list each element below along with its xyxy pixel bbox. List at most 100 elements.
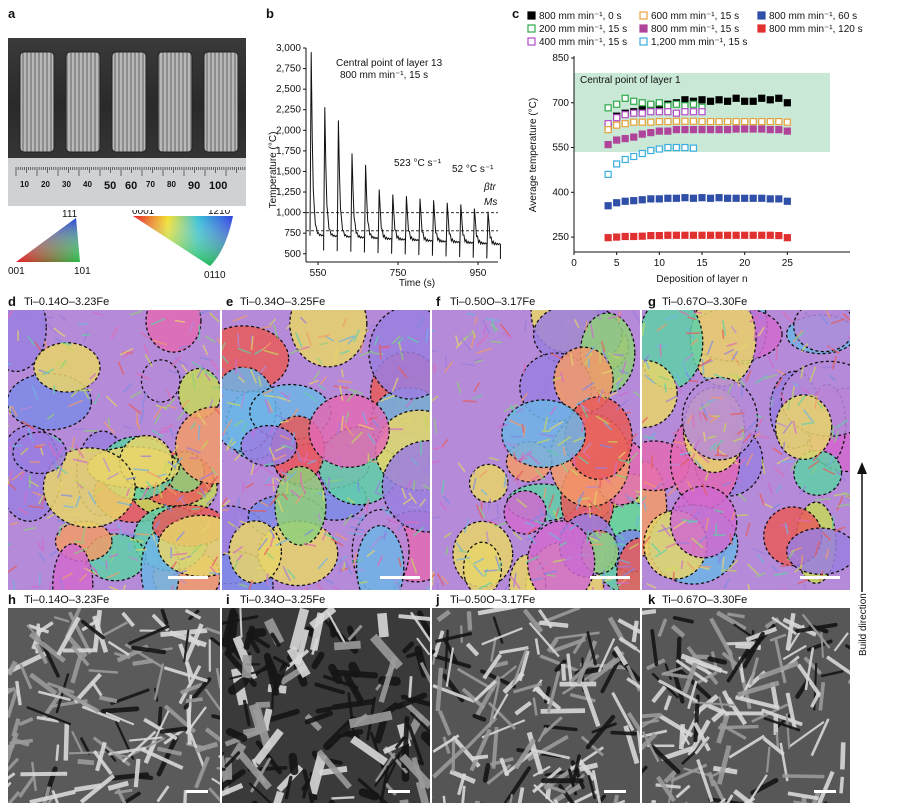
alpha-lath xyxy=(87,491,97,505)
martensite-lath xyxy=(585,714,616,750)
c-legend-label: 200 mm min⁻¹, 15 s xyxy=(539,24,627,35)
alpha-lath xyxy=(261,325,272,330)
martensite-lath xyxy=(438,710,452,736)
martensite-lath xyxy=(532,765,551,777)
alpha-lath xyxy=(779,391,787,404)
alloy-title-d: Ti–0.14O–3.23Fe xyxy=(24,296,110,308)
martensite-lath xyxy=(663,671,693,680)
c-data-point xyxy=(783,197,791,205)
alpha-lath xyxy=(135,420,141,431)
alpha-lath xyxy=(267,400,274,413)
alpha-lath xyxy=(831,516,835,529)
c-data-point xyxy=(732,117,740,126)
alpha-lath xyxy=(575,497,583,511)
martensite-lath xyxy=(157,746,182,756)
alpha-lath xyxy=(54,446,64,462)
c-data-point xyxy=(715,194,723,202)
alpha-lath xyxy=(562,446,567,456)
prior-beta-grain xyxy=(33,342,101,393)
alpha-lath xyxy=(807,460,820,470)
alpha-lath xyxy=(312,370,321,381)
martensite-lath xyxy=(498,796,510,803)
alpha-lath xyxy=(665,565,677,572)
martensite-lath xyxy=(610,730,637,736)
martensite-lath xyxy=(660,745,694,762)
alpha-lath xyxy=(8,310,14,323)
ipf-label-0001: 0001 xyxy=(132,210,155,217)
alpha-lath xyxy=(679,451,692,456)
martensite-lath xyxy=(642,712,661,720)
b-xlabel: Time (s) xyxy=(399,278,435,289)
alpha-lath xyxy=(731,470,741,482)
c-data-point xyxy=(630,152,638,161)
alpha-lath xyxy=(457,549,469,554)
alpha-lath xyxy=(563,317,572,332)
martensite-lath xyxy=(378,655,398,703)
alpha-lath xyxy=(601,550,605,562)
alpha-lath xyxy=(460,432,464,445)
alpha-lath xyxy=(234,358,237,374)
c-data-point xyxy=(749,117,757,126)
scale-bar-e xyxy=(380,576,420,579)
martensite-lath xyxy=(823,801,834,803)
alpha-lath xyxy=(816,401,824,410)
alpha-lath xyxy=(713,373,727,381)
alpha-lath xyxy=(659,344,662,357)
alpha-lath xyxy=(366,549,376,558)
c-data-point xyxy=(706,117,715,126)
c-data-point xyxy=(604,120,612,128)
martensite-lath xyxy=(180,682,203,695)
alpha-lath xyxy=(443,361,454,373)
alpha-lath xyxy=(842,492,850,499)
alpha-lath xyxy=(346,497,355,504)
alpha-lath xyxy=(680,560,684,569)
alpha-lath xyxy=(651,455,653,469)
alpha-lath xyxy=(105,395,118,407)
alpha-lath xyxy=(367,323,376,331)
alpha-lath xyxy=(392,587,400,590)
martensite-lath xyxy=(726,697,747,726)
alpha-lath xyxy=(208,399,214,409)
martensite-lath xyxy=(160,608,169,626)
prior-beta-grain xyxy=(140,359,181,403)
alpha-lath xyxy=(209,571,220,576)
martensite-lath xyxy=(507,766,532,800)
alpha-lath xyxy=(60,494,73,497)
martensite-lath xyxy=(466,611,473,631)
alpha-lath xyxy=(519,452,524,465)
alpha-lath xyxy=(469,510,480,513)
martensite-lath xyxy=(564,789,599,803)
alpha-lath xyxy=(478,469,488,478)
alpha-lath xyxy=(522,363,527,374)
alpha-lath xyxy=(271,518,279,527)
build-direction-label: Build direction xyxy=(858,593,869,656)
alpha-lath xyxy=(753,328,757,341)
martensite-lath xyxy=(803,656,822,675)
prior-beta-grain xyxy=(240,424,298,467)
c-data-point xyxy=(741,125,749,133)
alpha-lath xyxy=(20,406,33,411)
alpha-lath xyxy=(593,529,607,534)
martensite-lath xyxy=(445,647,455,687)
alpha-lath xyxy=(582,508,595,514)
c-xtick-label: 5 xyxy=(614,258,620,269)
martensite-lath xyxy=(410,712,430,735)
martensite-lath xyxy=(441,673,465,703)
martensite-lath xyxy=(656,775,676,803)
alpha-lath xyxy=(684,353,694,362)
alpha-lath xyxy=(512,572,517,588)
alpha-lath xyxy=(597,388,604,403)
alpha-lath xyxy=(642,354,650,364)
build-direction-indicator: Build direction xyxy=(857,462,869,656)
martensite-lath xyxy=(582,684,601,727)
alpha-lath xyxy=(686,481,695,492)
martensite-lath xyxy=(636,730,640,754)
alpha-lath xyxy=(646,582,657,589)
martensite-lath xyxy=(8,732,19,779)
martensite-lath xyxy=(288,752,299,776)
alpha-lath xyxy=(705,517,710,531)
martensite-lath xyxy=(183,790,188,803)
alpha-lath xyxy=(509,575,521,590)
c-data-point xyxy=(706,231,715,239)
alpha-lath xyxy=(814,497,831,501)
